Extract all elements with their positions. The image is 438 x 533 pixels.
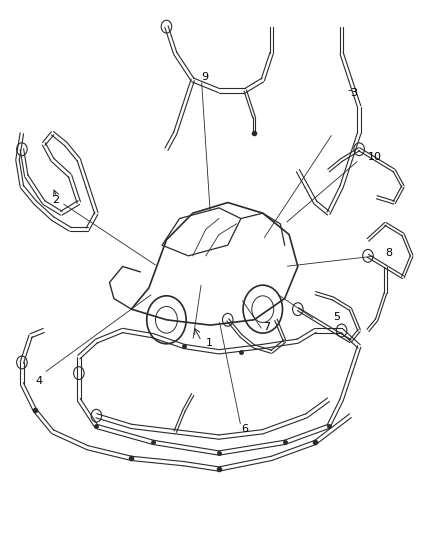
Text: 7: 7 (263, 322, 270, 333)
Text: 3: 3 (350, 88, 357, 98)
Text: 8: 8 (385, 248, 392, 258)
Text: 4: 4 (35, 376, 42, 386)
Text: 2: 2 (53, 195, 60, 205)
Text: 6: 6 (241, 424, 248, 434)
Text: 5: 5 (333, 312, 340, 322)
Text: 1: 1 (206, 338, 213, 349)
Text: 10: 10 (368, 152, 382, 162)
Text: 9: 9 (201, 72, 208, 82)
